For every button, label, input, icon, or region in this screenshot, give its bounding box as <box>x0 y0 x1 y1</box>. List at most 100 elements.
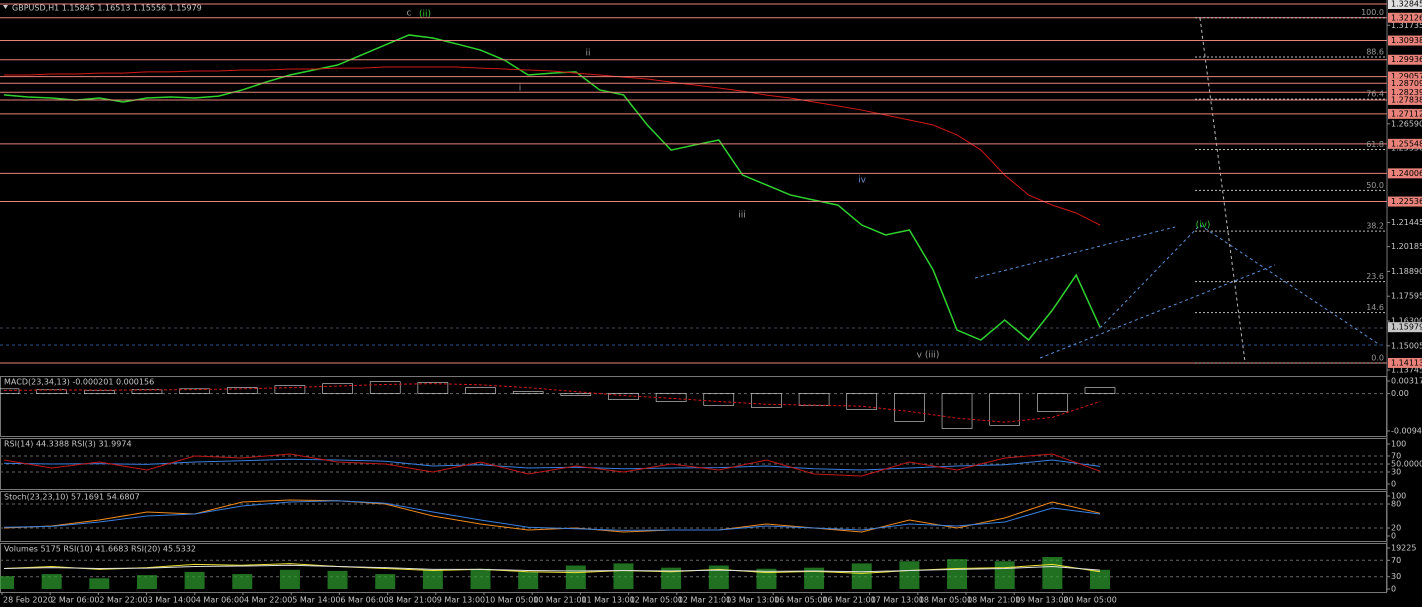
macd-bar <box>369 381 401 394</box>
macd-bar <box>512 391 544 394</box>
volume-bar <box>661 567 682 589</box>
macd-bar <box>0 388 20 394</box>
wave-label: ii <box>585 49 590 59</box>
x-tick-label: 12 Mar 21:00 <box>678 596 731 605</box>
price-level-label: 1.27838 <box>1391 95 1422 104</box>
volume-bar <box>327 570 348 589</box>
x-tick-label: 5 Mar 14:00 <box>292 596 340 605</box>
x-tick-label: 9 Mar 13:00 <box>437 596 485 605</box>
macd-bar <box>1084 387 1116 394</box>
price-label-box <box>1388 138 1422 149</box>
volume-bar <box>1090 569 1110 589</box>
wave-label: (iv) <box>1196 221 1211 231</box>
macd-bar <box>465 387 496 394</box>
macd-bar <box>703 393 735 406</box>
volume-bar <box>613 563 634 589</box>
price-level-label: 1.27112 <box>1391 109 1422 118</box>
x-tick-label: 2 Mar 22:00 <box>99 596 147 605</box>
volume-bar <box>89 578 110 589</box>
volume-bar <box>470 568 491 589</box>
y-tick-label: 1.26590 <box>1391 119 1422 128</box>
series-line <box>3 564 1101 573</box>
y-tick-label: 1.15005 <box>1391 341 1422 350</box>
y-tick-label: 1.21445 <box>1391 218 1422 227</box>
wave-label: iv <box>858 176 867 186</box>
x-tick-label: 11 Mar 13:00 <box>581 596 634 605</box>
x-tick-label: 18 Mar 05:00 <box>919 596 972 605</box>
wave-label: (ii) <box>419 10 431 20</box>
volume-bar <box>41 574 62 589</box>
volume-bar <box>994 561 1015 589</box>
x-tick-label: 6 Mar 06:00 <box>340 596 388 605</box>
volume-bar <box>1042 557 1063 589</box>
y-tick-label: 100 <box>1391 440 1406 449</box>
y-tick-label: -0.009438 <box>1391 427 1422 436</box>
series-line <box>3 453 1101 477</box>
macd-bar <box>274 385 306 394</box>
macd-bar <box>751 393 782 408</box>
price-level-label: 1.30938 <box>1391 36 1422 45</box>
x-tick-label: 13 Mar 13:00 <box>726 596 779 605</box>
x-tick-label: 20 Mar 05:00 <box>1063 596 1116 605</box>
macd-bar <box>989 393 1020 426</box>
price-label-box <box>1388 78 1422 89</box>
trend-lines <box>0 17 1387 363</box>
x-tick-label: 8 Mar 21:00 <box>389 596 437 605</box>
y-tick-label: 1.18890 <box>1391 267 1422 276</box>
price-label-box <box>1388 87 1422 98</box>
volume-bar <box>899 561 920 589</box>
wave-label: iii <box>738 211 746 221</box>
current-price-label: 1.15979 <box>1391 323 1422 332</box>
volume-bar <box>947 559 968 589</box>
fib-label: 50.0 <box>1366 181 1384 190</box>
price-level-label: 1.29936 <box>1391 55 1422 64</box>
signal-line <box>3 383 1101 423</box>
wave-label: i <box>519 84 522 94</box>
current-price-box <box>1388 322 1422 333</box>
chart-title: GBPUSD,H1 1.15845 1.16513 1.15556 1.1597… <box>12 4 202 13</box>
x-tick-label: 3 Mar 14:00 <box>148 596 196 605</box>
price-label-box <box>1388 168 1422 179</box>
y-tick-label: 1.16300 <box>1391 317 1422 326</box>
x-tick-label: 17 Mar 13:00 <box>871 596 924 605</box>
x-tick-label: 18 Mar 21:00 <box>967 596 1020 605</box>
volume-bar <box>375 574 396 589</box>
x-tick-label: 12 Mar 05:00 <box>630 596 683 605</box>
fib-label: 100.0 <box>1361 8 1384 17</box>
y-tick-label: 70 <box>1391 452 1401 461</box>
price-level-label: 1.24006 <box>1391 169 1422 178</box>
y-tick-label: 30 <box>1391 468 1401 477</box>
price-level-label: 1.25548 <box>1391 139 1422 148</box>
fib-label: 0.0 <box>1371 354 1384 363</box>
pane-title: Stoch(23,23,10) 57.1691 54.6807 <box>4 493 140 502</box>
series-line <box>4 66 1101 226</box>
x-tick-label: 16 Mar 05:00 <box>774 596 827 605</box>
y-tick-label: 1.17595 <box>1391 292 1422 301</box>
menu-arrow[interactable] <box>3 5 8 9</box>
price-label-box <box>1388 12 1422 23</box>
fib-label: 76.4 <box>1366 90 1384 99</box>
y-tick-label: 1.20185 <box>1391 242 1422 251</box>
price-label-box <box>1388 54 1422 65</box>
y-tick-label: 0.003171 <box>1391 377 1422 386</box>
volume-bar <box>708 565 729 589</box>
volume-bar <box>851 563 872 589</box>
price-label-box <box>1388 94 1422 105</box>
macd-bar <box>417 382 449 394</box>
macd-bar <box>941 393 973 429</box>
y-tick-label: 19225 <box>1391 544 1416 553</box>
price-level-label: 1.28239 <box>1391 88 1422 97</box>
fib-anchor-line <box>1199 17 1246 363</box>
channel-line <box>1039 264 1276 359</box>
fib-label: 14.6 <box>1366 303 1384 312</box>
volume-bar <box>565 565 586 589</box>
price-level-label: 1.32126 <box>1391 13 1422 22</box>
pane-border <box>0 491 1387 542</box>
volume-bar <box>184 571 205 589</box>
wave-label: v (iii) <box>917 351 940 361</box>
price-label-box <box>1388 71 1422 82</box>
y-tick-label: 0 <box>1391 532 1396 541</box>
volume-bar <box>279 569 300 589</box>
